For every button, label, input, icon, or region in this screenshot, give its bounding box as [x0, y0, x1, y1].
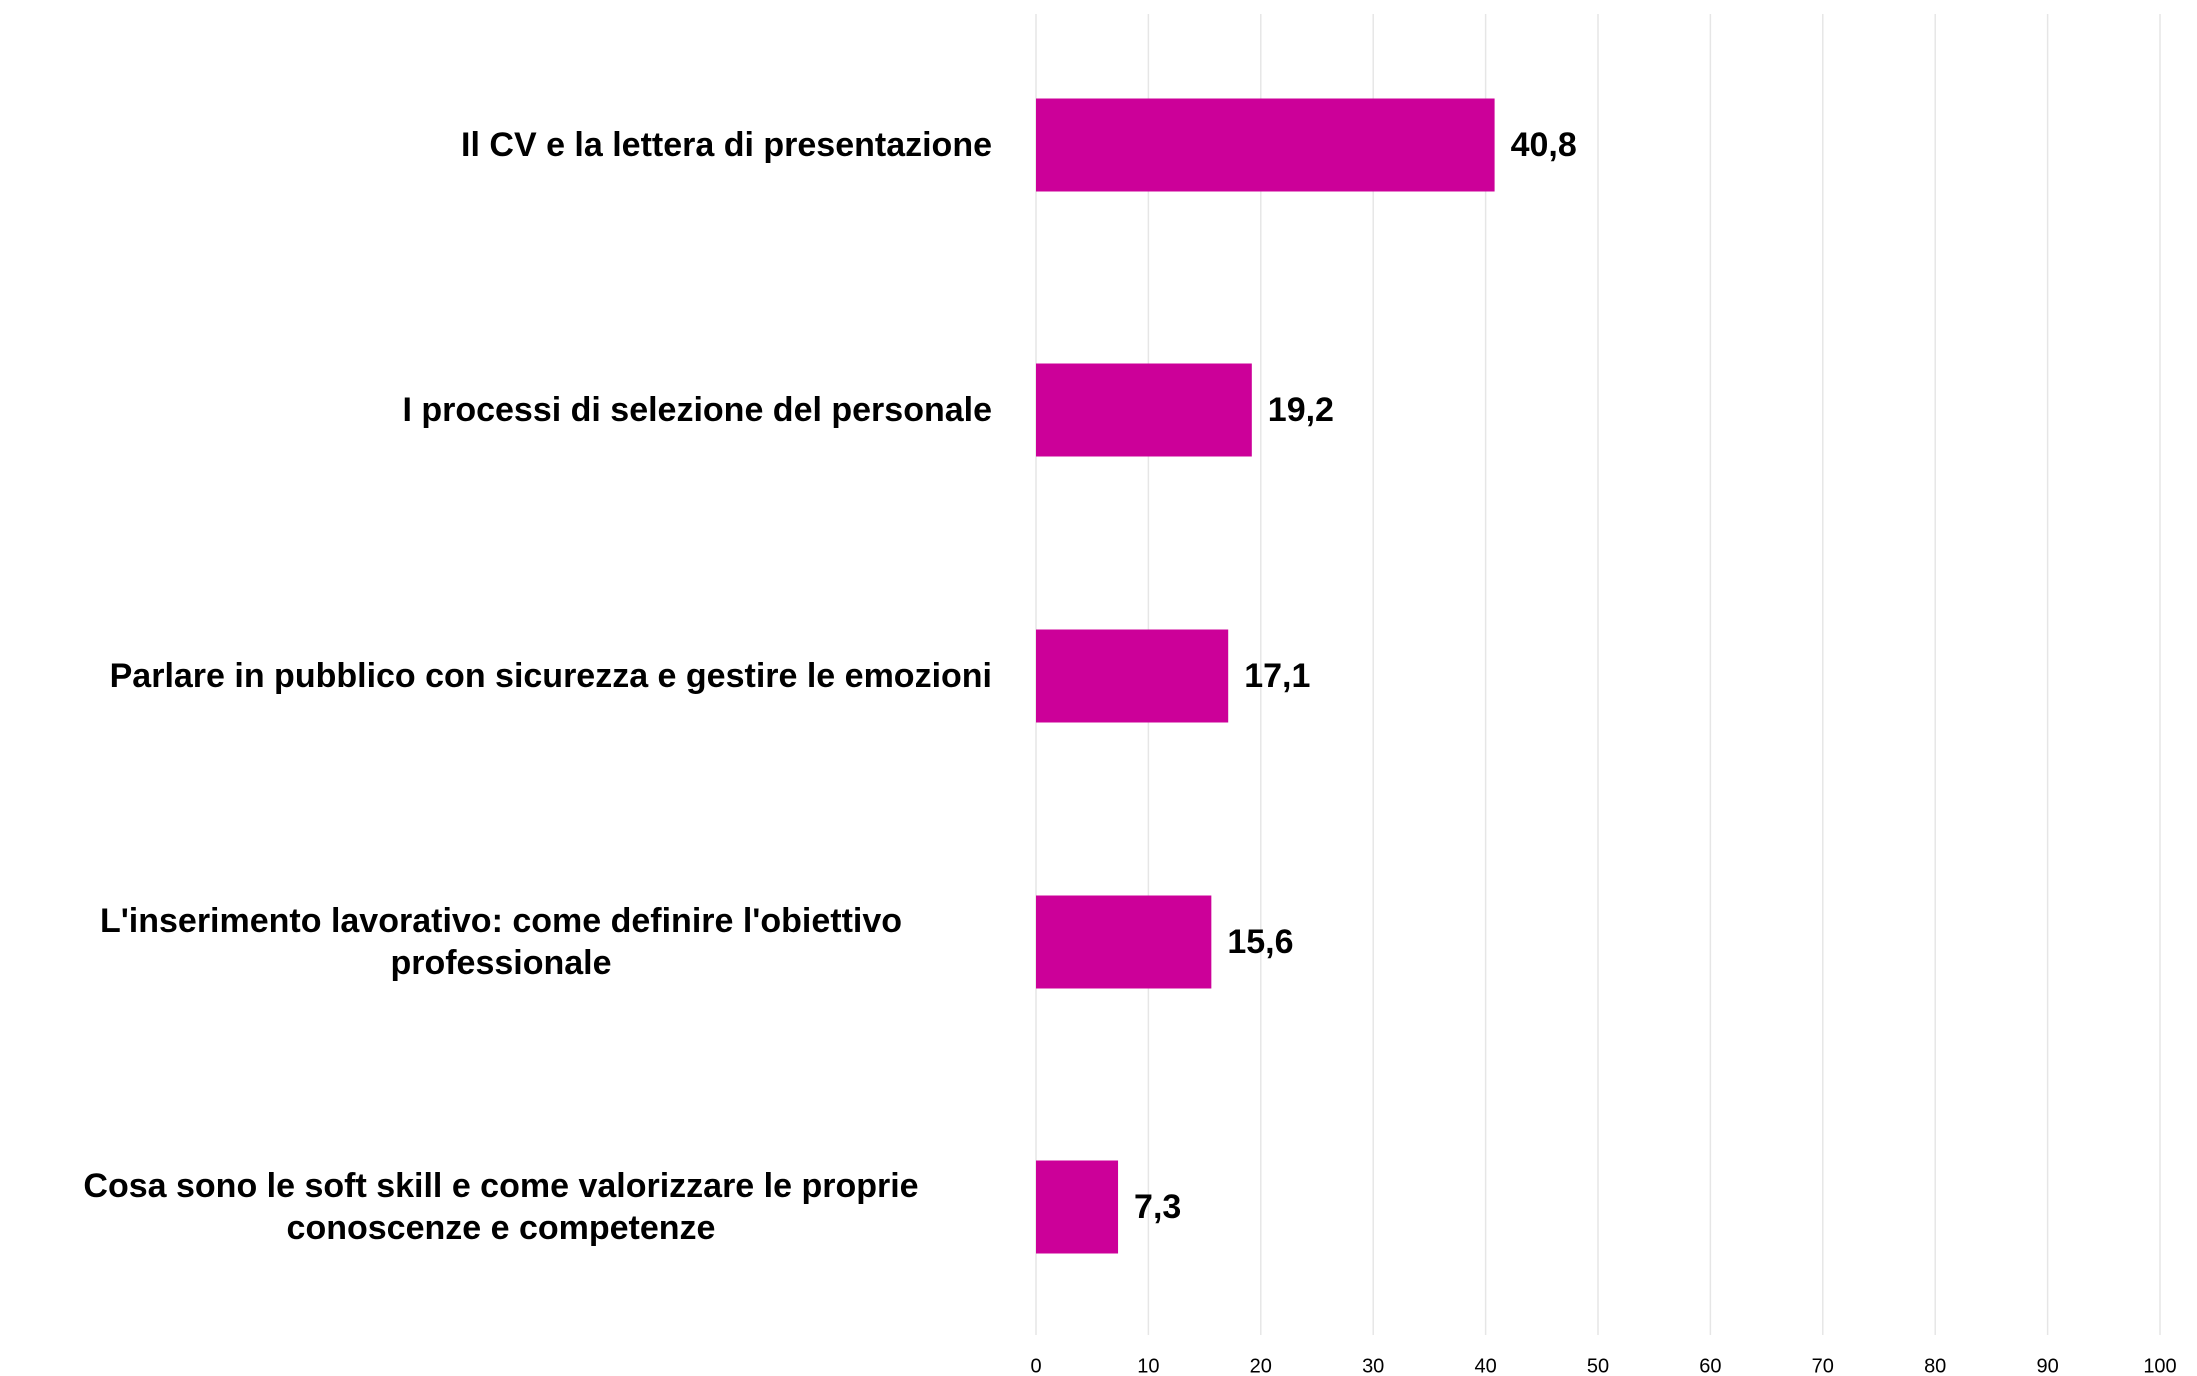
value-label: 15,6	[1227, 923, 1293, 961]
category-label-box: Parlare in pubblico con sicurezza e gest…	[0, 576, 992, 776]
bar	[1036, 363, 1252, 457]
value-label: 40,8	[1511, 126, 1577, 164]
x-tick-label: 0	[1030, 1355, 1041, 1376]
bar	[1036, 1160, 1119, 1254]
bar	[1036, 98, 1495, 192]
category-label-wrap: L'inserimento lavorativo: come definire …	[0, 842, 992, 1042]
category-label-box: L'inserimento lavorativo: come definire …	[0, 842, 992, 1042]
category-label-box: I processi di selezione del personale	[0, 310, 992, 510]
x-tick-label: 80	[1924, 1355, 1946, 1376]
value-label: 17,1	[1244, 657, 1310, 695]
x-tick-label: 60	[1699, 1355, 1721, 1376]
category-label-wrap: Il CV e la lettera di presentazione	[0, 45, 992, 245]
category-label-wrap: Cosa sono le soft skill e come valorizza…	[0, 1107, 992, 1307]
category-label: Cosa sono le soft skill e come valorizza…	[83, 1167, 919, 1247]
x-tick-label: 70	[1812, 1355, 1834, 1376]
category-label-box: Il CV e la lettera di presentazione	[0, 45, 992, 245]
value-label: 7,3	[1134, 1188, 1181, 1226]
category-label-wrap: I processi di selezione del personale	[0, 310, 992, 510]
x-tick-label: 50	[1587, 1355, 1609, 1376]
x-tick-label: 10	[1137, 1355, 1159, 1376]
category-label: Parlare in pubblico con sicurezza e gest…	[109, 657, 992, 695]
value-label: 19,2	[1268, 391, 1334, 429]
bar	[1036, 629, 1229, 723]
category-label-box: Cosa sono le soft skill e come valorizza…	[0, 1107, 992, 1307]
x-tick-label: 90	[2036, 1355, 2058, 1376]
x-tick-label: 100	[2143, 1355, 2176, 1376]
x-tick-label: 20	[1250, 1355, 1272, 1376]
category-label: Il CV e la lettera di presentazione	[461, 126, 992, 164]
category-label-wrap: Parlare in pubblico con sicurezza e gest…	[0, 576, 992, 776]
category-label: I processi di selezione del personale	[402, 391, 992, 429]
category-label: L'inserimento lavorativo: come definire …	[99, 902, 903, 982]
x-tick-label: 40	[1474, 1355, 1496, 1376]
x-tick-label: 30	[1362, 1355, 1384, 1376]
bar	[1036, 895, 1212, 989]
